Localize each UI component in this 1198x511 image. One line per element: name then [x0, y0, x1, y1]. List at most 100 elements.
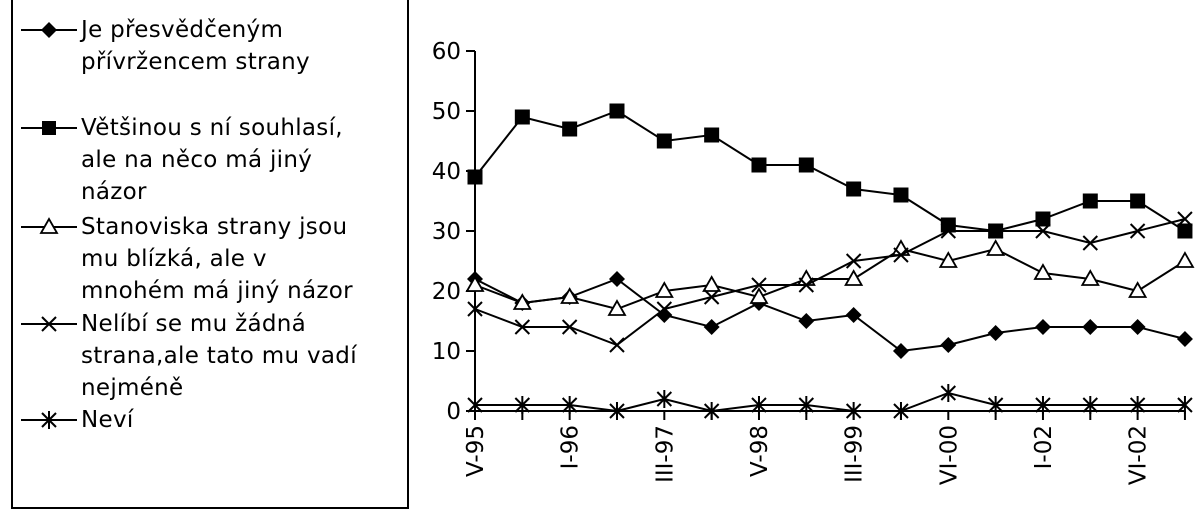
- legend-item-positions-close: Stanoviska strany jsou mu blízká, ale v …: [19, 211, 409, 311]
- data-point: [465, 275, 485, 292]
- data-point: [560, 287, 580, 304]
- data-point: [845, 253, 862, 269]
- data-point: [562, 121, 578, 137]
- data-point: [561, 319, 578, 335]
- legend-item-convinced: Je přesvědčeným přívržencem strany: [19, 14, 409, 84]
- legend-label-dont-know: Neví: [81, 407, 134, 433]
- data-point: [749, 287, 769, 304]
- data-point: [1129, 396, 1146, 414]
- series-4: [467, 384, 1193, 420]
- data-point: [798, 313, 815, 329]
- x-tick-label: I-96: [558, 425, 584, 469]
- data-point: [1082, 319, 1099, 335]
- data-point: [1177, 396, 1193, 414]
- data-point: [1129, 223, 1146, 239]
- series-line: [474, 218, 1186, 347]
- data-point: [608, 271, 625, 287]
- series-line: [475, 391, 1185, 413]
- data-point: [938, 251, 958, 268]
- data-point: [940, 337, 957, 353]
- data-point: [798, 277, 815, 293]
- legend-label-positions-close: Stanoviska strany jsou mu blízká, ale v …: [81, 214, 353, 304]
- data-point: [702, 275, 722, 292]
- data-point: [846, 181, 862, 197]
- data-point: [654, 281, 674, 298]
- data-point: [987, 396, 1004, 414]
- series-2: [465, 239, 1195, 316]
- data-point: [656, 390, 673, 408]
- data-point: [1177, 211, 1193, 227]
- data-point: [1082, 193, 1098, 209]
- data-point: [467, 396, 483, 414]
- data-point: [609, 402, 625, 420]
- data-point: [987, 223, 1004, 239]
- data-point: [940, 223, 957, 239]
- data-point: [893, 247, 909, 263]
- legend-key-x: [21, 316, 77, 332]
- legend-key-diamond: [21, 22, 77, 38]
- legend-item-least-bad: Nelíbí se mu žádná strana,ale tato mu va…: [19, 308, 409, 408]
- legend-key-square: [21, 121, 77, 135]
- data-point: [940, 384, 957, 402]
- data-point: [512, 293, 532, 310]
- data-point: [656, 133, 672, 149]
- x-tick-label: I-02: [1031, 425, 1057, 469]
- data-point: [798, 396, 815, 414]
- y-tick-label: 20: [432, 279, 461, 305]
- data-point: [609, 103, 625, 119]
- data-point: [751, 157, 767, 173]
- data-point: [1082, 235, 1098, 251]
- series-line: [474, 109, 1186, 233]
- data-point: [1175, 251, 1195, 268]
- data-point: [845, 402, 862, 420]
- data-point: [561, 396, 578, 414]
- x-tick-label: III-99: [842, 425, 868, 483]
- y-tick-label: 60: [432, 39, 461, 65]
- data-point: [1177, 223, 1193, 239]
- y-tick-label: 40: [432, 159, 461, 185]
- data-point: [703, 319, 720, 335]
- data-point: [751, 277, 767, 293]
- data-point: [845, 307, 862, 323]
- data-point: [940, 217, 956, 233]
- data-point: [1034, 319, 1051, 335]
- data-point: [467, 169, 483, 185]
- data-point: [609, 337, 625, 353]
- data-point: [514, 396, 531, 414]
- data-point: [1082, 396, 1098, 414]
- data-point: [467, 301, 483, 317]
- tick-labels: 0 10 20 30 40 50 60 V-95 I-96 III-97 V-98 III-99 VI-…: [432, 39, 1152, 485]
- legend-item-mostly-agrees: Většinou s ní souhlasí, ale na něco má j…: [19, 112, 409, 212]
- legend: Je přesvědčeným přívržencem strany Větši…: [11, 0, 409, 509]
- data-point: [656, 301, 673, 317]
- x-tick-label: V-98: [747, 425, 773, 477]
- data-point: [1035, 211, 1051, 227]
- data-point: [987, 325, 1004, 341]
- series-layer: [465, 103, 1195, 420]
- data-point: [514, 109, 530, 125]
- x-tick-label: V-95: [463, 425, 489, 477]
- y-tick-label: 30: [432, 219, 461, 245]
- data-point: [703, 289, 720, 305]
- data-point: [986, 239, 1006, 256]
- data-point: [514, 319, 531, 335]
- x-tick-label: III-97: [652, 425, 678, 483]
- series-line: [474, 277, 1186, 353]
- data-point: [751, 396, 767, 414]
- y-tick-label: 10: [432, 339, 461, 365]
- data-point: [1130, 193, 1146, 209]
- data-point: [892, 343, 909, 359]
- data-point: [893, 187, 909, 203]
- legend-label-least-bad: Nelíbí se mu žádná strana,ale tato mu va…: [81, 311, 357, 401]
- y-tick-label: 0: [446, 399, 461, 425]
- data-point: [1035, 396, 1051, 414]
- legend-label-convinced: Je přesvědčeným přívržencem strany: [81, 17, 310, 75]
- data-point: [798, 157, 814, 173]
- legend-key-triangle: [21, 217, 77, 234]
- data-point: [893, 402, 909, 420]
- x-tick-label: VI-00: [936, 425, 962, 485]
- data-point: [844, 269, 864, 286]
- series-line: [474, 247, 1186, 311]
- legend-label-mostly-agrees: Většinou s ní souhlasí, ale na něco má j…: [81, 115, 343, 205]
